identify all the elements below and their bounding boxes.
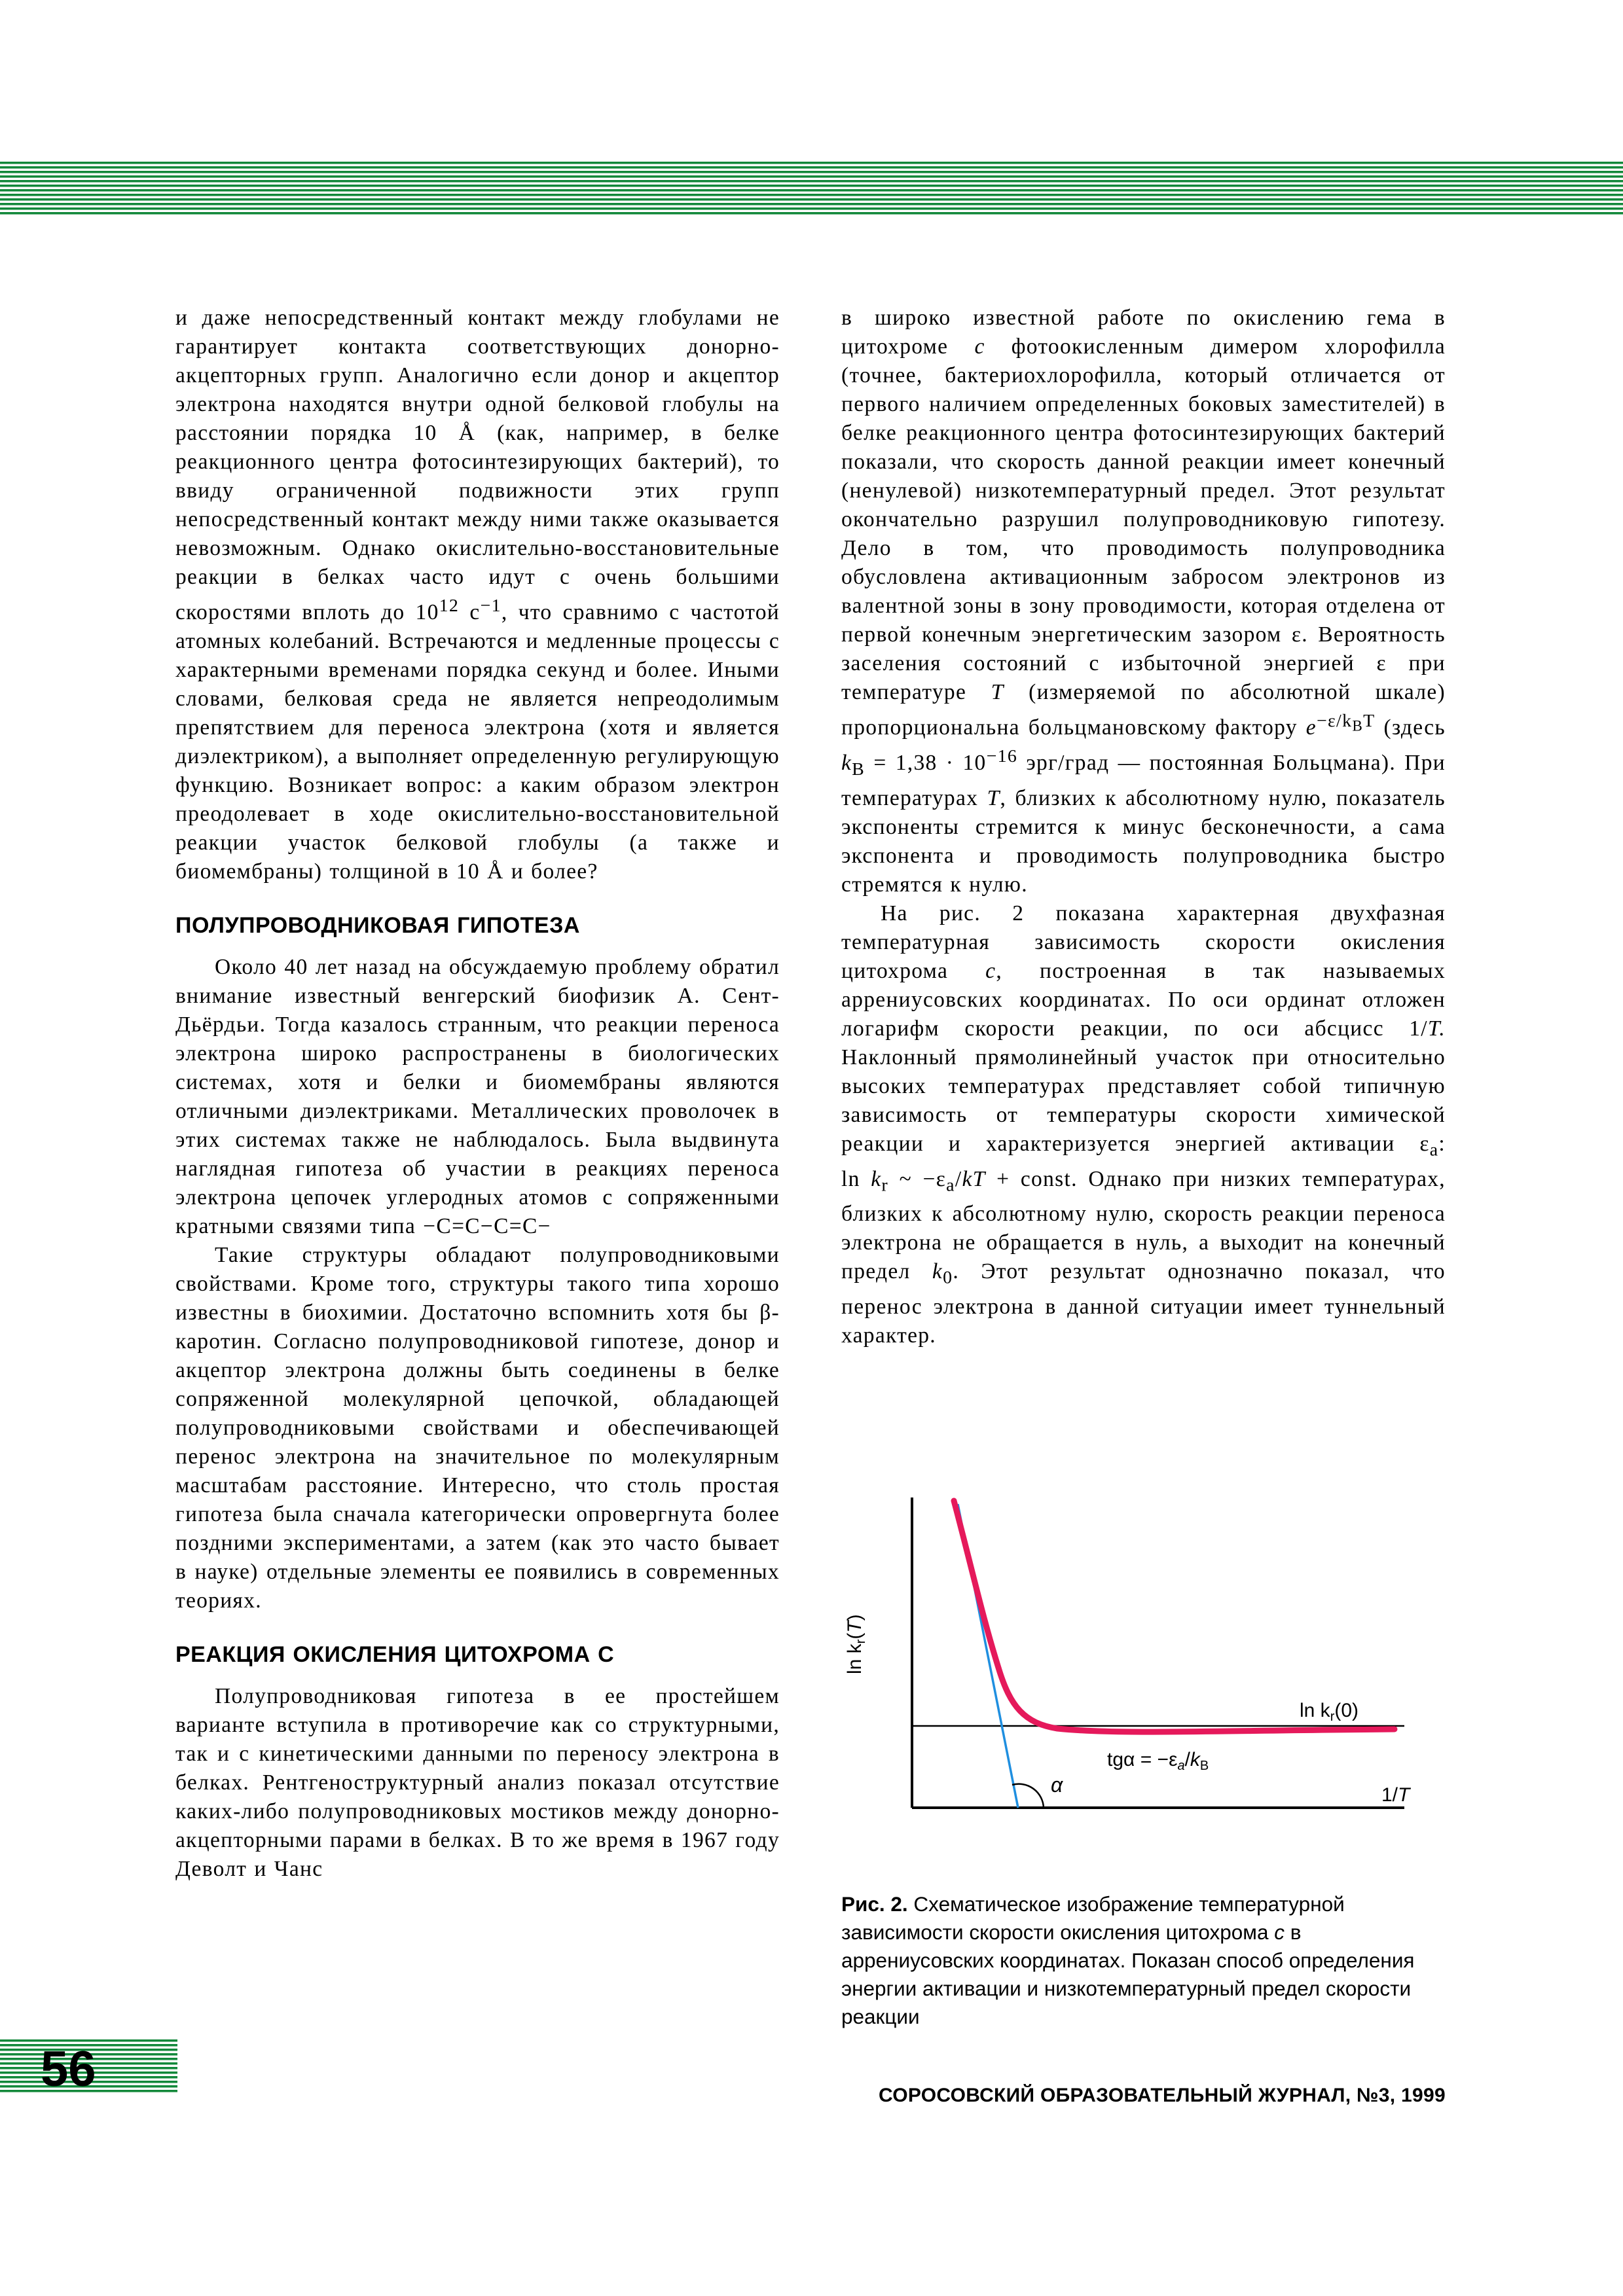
svg-text:tgα = −εa/kB: tgα = −εa/kB <box>1107 1749 1209 1773</box>
svg-text:ln kr(T): ln kr(T) <box>844 1614 868 1674</box>
svg-text:1/T: 1/T <box>1381 1784 1412 1806</box>
svg-text:ln kr(0): ln kr(0) <box>1300 1700 1359 1724</box>
svg-text:α: α <box>1051 1773 1063 1797</box>
